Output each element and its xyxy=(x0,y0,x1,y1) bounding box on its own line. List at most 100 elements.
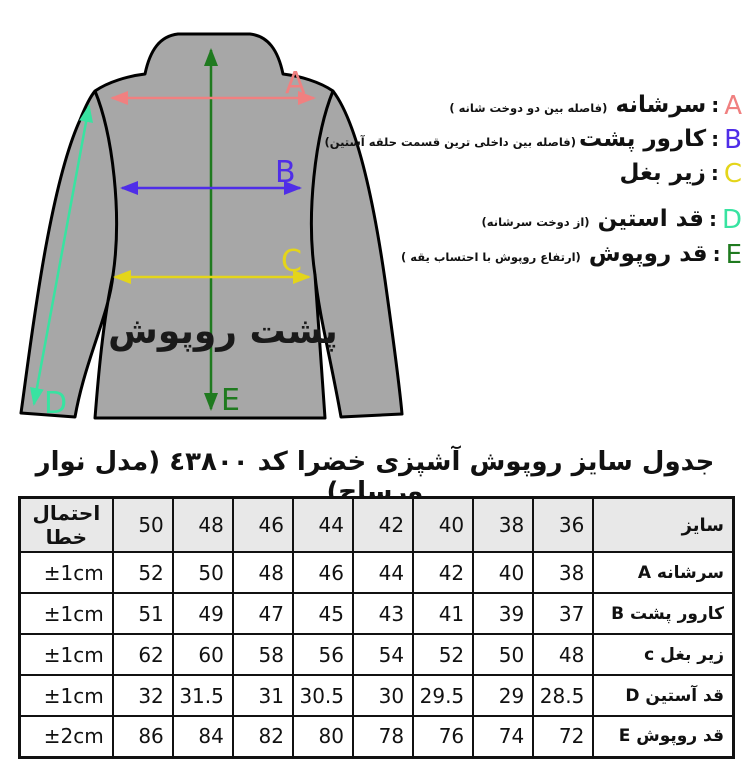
coat-back-diagram: A B C D E پشت روپوش xyxy=(19,32,404,421)
legend-colon: : xyxy=(711,127,720,151)
error-column-header: احتمال خطا xyxy=(18,496,114,553)
size-cell: 51 xyxy=(111,592,174,635)
legend-note-e: (ارتفاع روپوش با احتساب یقه ) xyxy=(401,250,581,264)
size-cell: 80 xyxy=(291,715,355,758)
size-cell: 62 xyxy=(111,633,174,676)
table-row-shoulder: سرشانه A 38 40 42 44 46 48 50 52 ±1cm xyxy=(18,551,735,594)
size-value-header: 44 xyxy=(291,496,355,553)
legend-item-d: D:قد استین (از دوخت سرشانه) xyxy=(482,204,742,237)
size-cell: 52 xyxy=(111,551,174,594)
size-cell: 52 xyxy=(412,633,475,676)
error-cell: ±1cm xyxy=(18,592,114,635)
size-value-header: 48 xyxy=(171,496,234,553)
measure-label-b: B xyxy=(275,155,296,190)
legend-term-c: زیر بغل xyxy=(619,160,706,186)
size-cell: 84 xyxy=(171,715,234,758)
size-table-title: جدول سایز روپوش آشپزی خضرا کد ٤٣٨٠٠ (مدل… xyxy=(35,447,715,507)
size-cell: 48 xyxy=(231,551,294,594)
legend-letter-c: C xyxy=(723,159,742,189)
size-cell: 31 xyxy=(231,674,294,717)
size-cell: 54 xyxy=(351,633,415,676)
size-value-header: 40 xyxy=(412,496,475,553)
measure-label-c: C xyxy=(281,244,302,279)
legend-colon: : xyxy=(712,242,721,266)
row-label: کارور پشت B xyxy=(592,592,735,635)
legend-letter-d: D xyxy=(721,205,742,235)
measure-label-d: D xyxy=(44,386,67,421)
size-cell: 47 xyxy=(231,592,294,635)
size-cell: 41 xyxy=(412,592,475,635)
legend-note-a: (فاصله بین دو دوخت شانه ) xyxy=(449,101,608,115)
size-cell: 82 xyxy=(231,715,294,758)
size-table: سایز 36 38 40 42 44 46 48 50 احتمال خطا … xyxy=(18,496,735,759)
size-cell: 30.5 xyxy=(291,674,355,717)
right-armhole-seam xyxy=(309,90,335,276)
table-row-sleeve-length: قد آستین D 28.5 29 29.5 30 30.5 31 31.5 … xyxy=(18,674,735,717)
size-value-header: 50 xyxy=(111,496,174,553)
legend-term-e: قد روپوش xyxy=(588,241,708,267)
size-cell: 74 xyxy=(472,715,535,758)
size-cell: 60 xyxy=(171,633,234,676)
size-cell: 31.5 xyxy=(171,674,234,717)
row-label: قد روپوش E xyxy=(592,715,735,758)
size-column-header: سایز xyxy=(592,496,735,553)
error-cell: ±2cm xyxy=(18,715,114,758)
size-cell: 86 xyxy=(111,715,174,758)
legend-item-b: B:کارور پشت(فاصله بین داخلی ترین قسمت حل… xyxy=(325,124,743,157)
legend-colon: : xyxy=(711,93,720,117)
legend-term-a: سرشانه xyxy=(615,92,707,118)
measure-arrow-d xyxy=(30,104,93,406)
table-row-coat-length: قد روپوش E 72 74 76 78 80 82 84 86 ±2cm xyxy=(18,715,735,758)
error-cell: ±1cm xyxy=(18,633,114,676)
size-cell: 46 xyxy=(291,551,355,594)
legend-item-c: C:زیر بغل xyxy=(620,158,743,190)
legend-item-e: E:قد روپوش (ارتفاع روپوش با احتساب یقه ) xyxy=(401,239,742,272)
size-cell: 50 xyxy=(472,633,535,676)
row-label: زیر بغل c xyxy=(592,633,735,676)
size-cell: 29 xyxy=(472,674,535,717)
size-cell: 42 xyxy=(412,551,475,594)
row-label: قد آستین D xyxy=(592,674,735,717)
size-cell: 49 xyxy=(171,592,234,635)
size-cell: 28.5 xyxy=(532,674,595,717)
size-cell: 50 xyxy=(171,551,234,594)
legend-item-a: A:سرشانه (فاصله بین دو دوخت شانه ) xyxy=(449,90,742,123)
size-cell: 40 xyxy=(472,551,535,594)
legend-note-d: (از دوخت سرشانه) xyxy=(481,215,590,229)
size-value-header: 36 xyxy=(532,496,595,553)
error-cell: ±1cm xyxy=(18,551,114,594)
row-label: سرشانه A xyxy=(592,551,735,594)
legend-term-d: قد استین xyxy=(597,206,704,232)
error-cell: ±1cm xyxy=(18,674,114,717)
size-value-header: 46 xyxy=(231,496,294,553)
size-cell: 72 xyxy=(532,715,595,758)
coat-back-label: پشت روپوش xyxy=(108,311,338,352)
size-cell: 37 xyxy=(532,592,595,635)
size-cell: 30 xyxy=(351,674,415,717)
size-cell: 32 xyxy=(111,674,174,717)
size-cell: 76 xyxy=(412,715,475,758)
size-value-header: 38 xyxy=(472,496,535,553)
legend-letter-e: E xyxy=(725,240,742,270)
size-cell: 48 xyxy=(532,633,595,676)
left-armhole-seam xyxy=(93,90,119,276)
legend-letter-b: B xyxy=(724,125,742,155)
size-cell: 58 xyxy=(231,633,294,676)
legend-term-b: کارور پشت xyxy=(578,126,707,152)
legend-colon: : xyxy=(708,207,717,231)
size-cell: 56 xyxy=(291,633,355,676)
size-cell: 44 xyxy=(351,551,415,594)
size-cell: 43 xyxy=(351,592,415,635)
size-cell: 39 xyxy=(472,592,535,635)
legend-colon: : xyxy=(710,161,719,185)
table-header-row: سایز 36 38 40 42 44 46 48 50 احتمال خطا xyxy=(18,496,735,553)
table-row-underarm: زیر بغل c 48 50 52 54 56 58 60 62 ±1cm xyxy=(18,633,735,676)
size-cell: 45 xyxy=(291,592,355,635)
legend-note-b: (فاصله بین داخلی ترین قسمت حلقه آستین) xyxy=(324,135,576,149)
size-cell: 29.5 xyxy=(412,674,475,717)
measure-label-e: E xyxy=(221,383,240,418)
size-cell: 38 xyxy=(532,551,595,594)
size-value-header: 42 xyxy=(351,496,415,553)
table-row-back-width: کارور پشت B 37 39 41 43 45 47 49 51 ±1cm xyxy=(18,592,735,635)
legend-letter-a: A xyxy=(724,91,742,121)
